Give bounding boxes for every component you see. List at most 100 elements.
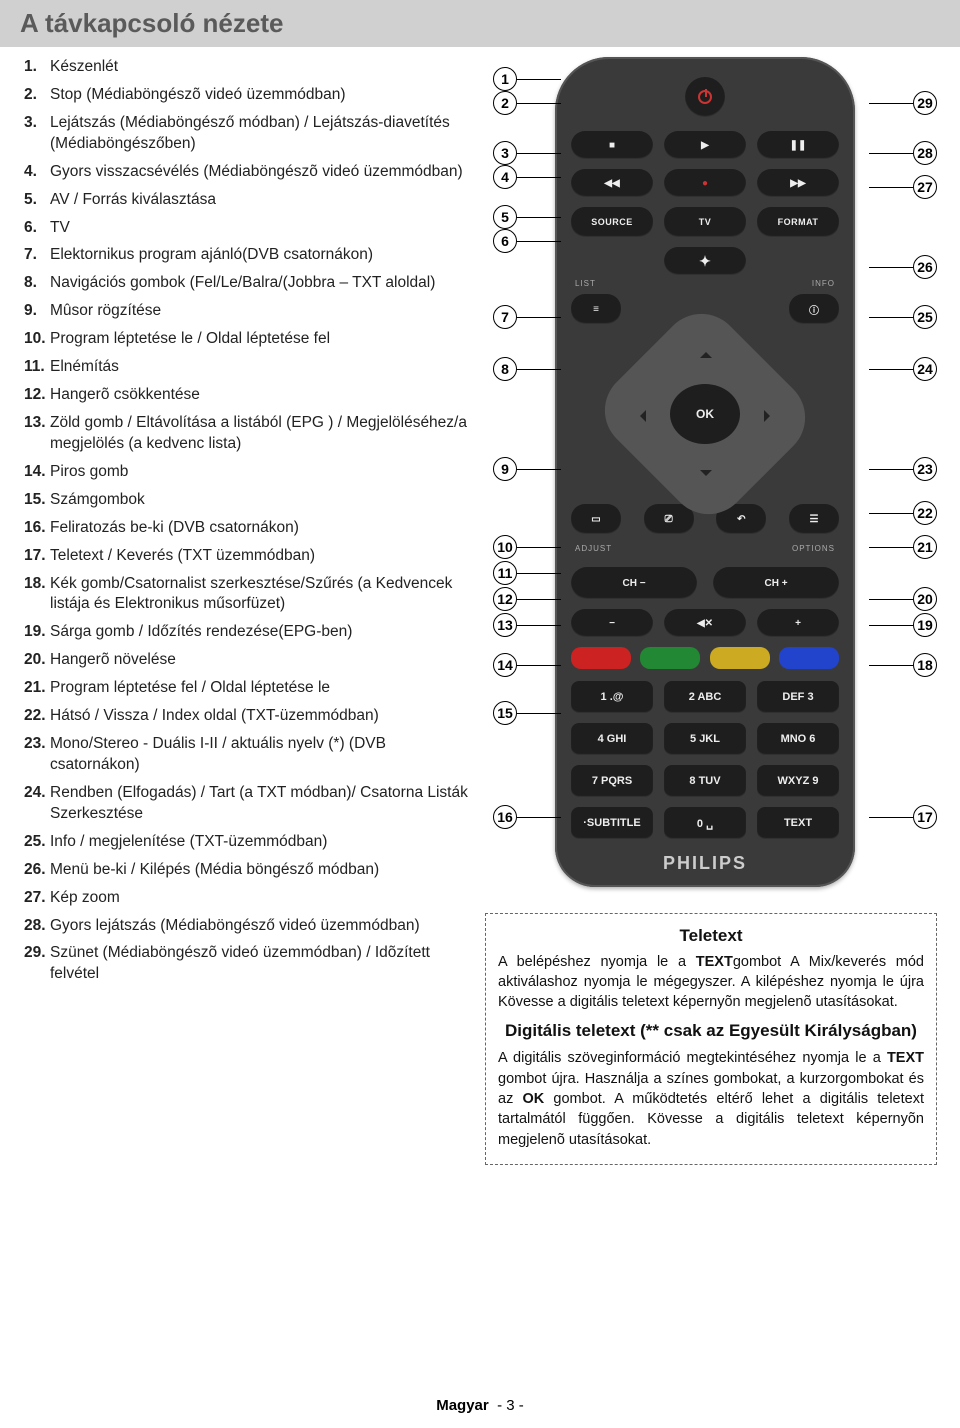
page-title: A távkapcsoló nézete (0, 0, 960, 47)
callout-20: 20 (913, 587, 937, 611)
page-footer: Magyar - 3 - (0, 1397, 960, 1414)
vol-minus-button: − (571, 609, 653, 637)
callout-24: 24 (913, 357, 937, 381)
callout-1: 1 (493, 67, 517, 91)
button-description-item: 7.Elektornikus program ajánló(DVB csator… (24, 245, 470, 266)
mute-button: ◀✕ (664, 609, 746, 637)
record-button: ● (664, 169, 746, 197)
callout-27: 27 (913, 175, 937, 199)
source-button: SOURCE (571, 207, 653, 237)
numpad-button: 0 ␣ (664, 807, 746, 839)
remote-body: ■▶❚❚ ◀◀●▶▶ SOURCETVFORMAT ✦ LISTINFO ≡ⓘ … (555, 57, 855, 887)
callout-9: 9 (493, 457, 517, 481)
callout-21: 21 (913, 535, 937, 559)
teletext-info-box: Teletext A belépéshez nyomja le a TEXTgo… (485, 913, 937, 1165)
green-button (640, 647, 700, 669)
numpad-button: 7 PQRS (571, 765, 653, 797)
button-description-item: 13.Zöld gomb / Eltávolítása a listából (… (24, 413, 470, 455)
numpad-button: ·SUBTITLE (571, 807, 653, 839)
button-description-item: 9.Mûsor rögzítése (24, 301, 470, 322)
callout-7: 7 (493, 305, 517, 329)
callout-3: 3 (493, 141, 517, 165)
button-description-item: 1.Készenlét (24, 57, 470, 78)
numpad-button: 5 JKL (664, 723, 746, 755)
callout-28: 28 (913, 141, 937, 165)
button-description-item: 21.Program léptetése fel / Oldal lépteté… (24, 678, 470, 699)
callout-10: 10 (493, 535, 517, 559)
adjust-label: ADJUST (575, 544, 612, 553)
callout-2: 2 (493, 91, 517, 115)
teletext-title: Teletext (498, 924, 924, 948)
numpad-button: MNO 6 (757, 723, 839, 755)
button-description-item: 15.Számgombok (24, 490, 470, 511)
library-button: ▭ (571, 504, 621, 534)
button-description-item: 8.Navigációs gombok (Fel/Le/Balra/(Jobbr… (24, 273, 470, 294)
adjust-button: ⎚ (644, 504, 694, 534)
power-button (685, 77, 725, 117)
button-description-item: 29.Szünet (Médiaböngészõ videó üzemmódba… (24, 943, 470, 985)
red-button (571, 647, 631, 669)
button-description-item: 5.AV / Forrás kiválasztása (24, 190, 470, 211)
button-description-item: 27.Kép zoom (24, 888, 470, 909)
button-description-item: 24.Rendben (Elfogadás) / Tart (a TXT mód… (24, 783, 470, 825)
button-description-item: 6.TV (24, 218, 470, 239)
button-description-item: 23.Mono/Stereo - Duális I-II / aktuális … (24, 734, 470, 776)
info-button: ⓘ (789, 294, 839, 324)
callout-13: 13 (493, 613, 517, 637)
tv-button: TV (664, 207, 746, 237)
callout-19: 19 (913, 613, 937, 637)
numpad-button: 2 ABC (664, 681, 746, 713)
vol-plus-button: + (757, 609, 839, 637)
numpad-button: 1 .@ (571, 681, 653, 713)
teletext-subtitle: Digitális teletext (** csak az Egyesült … (498, 1019, 924, 1043)
options-button: ☰ (789, 504, 839, 534)
numpad-button: WXYZ 9 (757, 765, 839, 797)
menu-button: ✦ (664, 247, 746, 275)
callout-8: 8 (493, 357, 517, 381)
callout-4: 4 (493, 165, 517, 189)
blue-button (779, 647, 839, 669)
yellow-button (710, 647, 770, 669)
button-description-item: 3.Lejátszás (Médiaböngésző módban) / Lej… (24, 113, 470, 155)
callout-6: 6 (493, 229, 517, 253)
button-description-item: 17.Teletext / Keverés (TXT üzemmódban) (24, 546, 470, 567)
button-description-item: 28.Gyors lejátszás (Médiaböngésző videó … (24, 916, 470, 937)
callout-18: 18 (913, 653, 937, 677)
button-description-item: 16.Feliratozás be-ki (DVB csatornákon) (24, 518, 470, 539)
button-description-item: 20.Hangerõ növelése (24, 650, 470, 671)
stop-button: ■ (571, 131, 653, 159)
forward-button: ▶▶ (757, 169, 839, 197)
callout-29: 29 (913, 91, 937, 115)
button-description-item: 22.Hátsó / Vissza / Index oldal (TXT-üze… (24, 706, 470, 727)
button-description-item: 11.Elnémítás (24, 357, 470, 378)
button-description-item: 4.Gyors visszacsévélés (Médiaböngészõ vi… (24, 162, 470, 183)
numpad-button: DEF 3 (757, 681, 839, 713)
ch-plus-button: CH + (713, 567, 839, 599)
ok-button: OK (670, 384, 740, 444)
pause-button: ❚❚ (757, 131, 839, 159)
info-label: INFO (812, 279, 835, 288)
button-description-item: 14.Piros gomb (24, 462, 470, 483)
remote-diagram: ■▶❚❚ ◀◀●▶▶ SOURCETVFORMAT ✦ LISTINFO ≡ⓘ … (485, 57, 945, 897)
callout-23: 23 (913, 457, 937, 481)
list-button: ≡ (571, 294, 621, 324)
callout-15: 15 (493, 701, 517, 725)
callout-11: 11 (493, 561, 517, 585)
callout-25: 25 (913, 305, 937, 329)
callout-22: 22 (913, 501, 937, 525)
numpad: 1 .@2 ABCDEF 34 GHI5 JKLMNO 67 PQRS8 TUV… (571, 681, 839, 839)
callout-17: 17 (913, 805, 937, 829)
play-button: ▶ (664, 131, 746, 159)
color-buttons (571, 647, 839, 669)
callout-26: 26 (913, 255, 937, 279)
button-description-item: 10.Program léptetése le / Oldal léptetés… (24, 329, 470, 350)
teletext-p1: A belépéshez nyomja le a TEXTgombot A Mi… (498, 952, 924, 1013)
button-description-item: 26.Menü be-ki / Kilépés (Média böngésző … (24, 860, 470, 881)
callout-14: 14 (493, 653, 517, 677)
button-description-item: 19.Sárga gomb / Időzítés rendezése(EPG-b… (24, 622, 470, 643)
button-description-item: 12.Hangerõ csökkentése (24, 385, 470, 406)
button-description-item: 2.Stop (Médiaböngészõ videó üzemmódban) (24, 85, 470, 106)
button-descriptions: 1.Készenlét 2.Stop (Médiaböngészõ videó ü… (0, 47, 480, 1165)
teletext-p2: A digitális szöveginformáció megtekintés… (498, 1048, 924, 1149)
rewind-button: ◀◀ (571, 169, 653, 197)
